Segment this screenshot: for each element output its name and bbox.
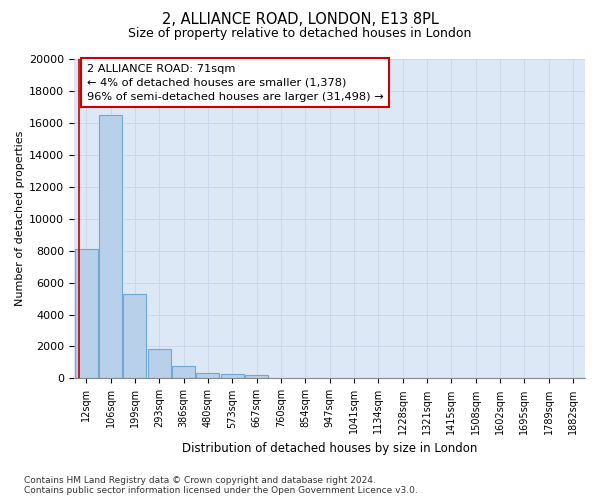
Text: Contains HM Land Registry data © Crown copyright and database right 2024.
Contai: Contains HM Land Registry data © Crown c… — [24, 476, 418, 495]
Text: 2 ALLIANCE ROAD: 71sqm
← 4% of detached houses are smaller (1,378)
96% of semi-d: 2 ALLIANCE ROAD: 71sqm ← 4% of detached … — [86, 64, 383, 102]
X-axis label: Distribution of detached houses by size in London: Distribution of detached houses by size … — [182, 442, 477, 455]
Bar — [74, 249, 98, 378]
Text: Size of property relative to detached houses in London: Size of property relative to detached ho… — [128, 28, 472, 40]
Bar — [123, 294, 146, 378]
Text: 2, ALLIANCE ROAD, LONDON, E13 8PL: 2, ALLIANCE ROAD, LONDON, E13 8PL — [161, 12, 439, 28]
Bar — [221, 374, 244, 378]
Y-axis label: Number of detached properties: Number of detached properties — [15, 131, 25, 306]
Bar — [99, 115, 122, 378]
Bar — [196, 373, 220, 378]
Bar — [148, 349, 171, 378]
Bar — [245, 375, 268, 378]
Bar — [172, 366, 195, 378]
